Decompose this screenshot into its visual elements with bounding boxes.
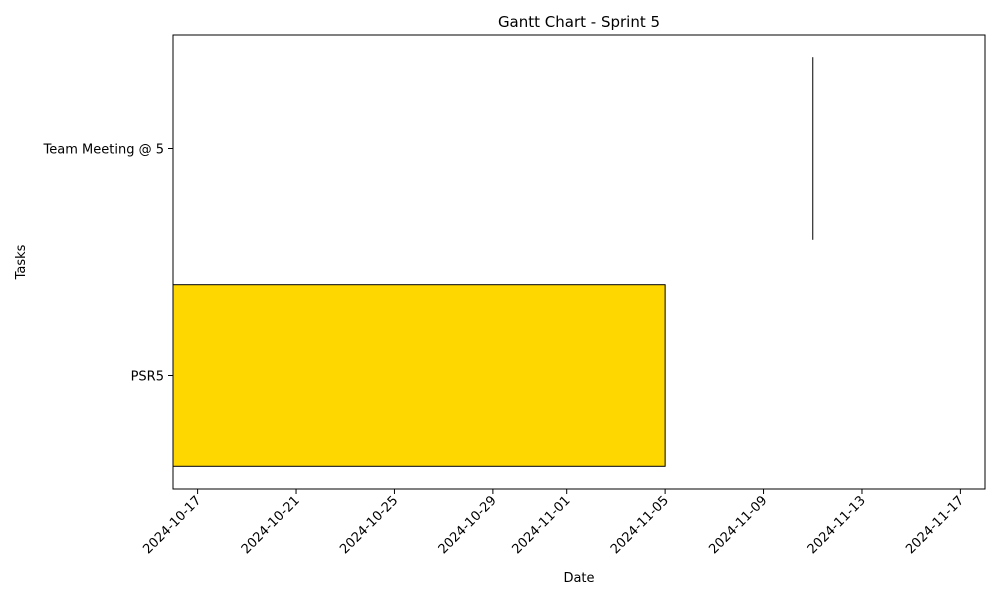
y-axis-label: Tasks <box>14 244 29 280</box>
x-tick-label: 2024-10-29 <box>436 493 500 557</box>
x-axis: 2024-10-17 2024-10-21 2024-10-25 2024-10-29… <box>140 489 967 557</box>
x-tick-label: 2024-10-21 <box>239 493 303 557</box>
plot-area <box>173 58 985 467</box>
y-axis: PSR5 Team Meeting @ 5 <box>43 143 173 385</box>
x-tick-label: 2024-10-25 <box>337 493 401 557</box>
x-tick-label: 2024-11-09 <box>706 493 770 557</box>
x-tick-label: 2024-10-17 <box>140 493 204 557</box>
y-tick-label: PSR5 <box>131 370 164 385</box>
task-bar <box>173 285 665 467</box>
chart-title: Gantt Chart - Sprint 5 <box>498 13 660 31</box>
x-tick-label: 2024-11-17 <box>903 493 967 557</box>
y-tick-label: Team Meeting @ 5 <box>43 143 164 158</box>
x-tick-label: 2024-11-01 <box>509 493 573 557</box>
x-tick-label: 2024-11-13 <box>805 493 869 557</box>
x-axis-label: Date <box>563 571 594 586</box>
x-tick-label: 2024-11-05 <box>608 493 672 557</box>
